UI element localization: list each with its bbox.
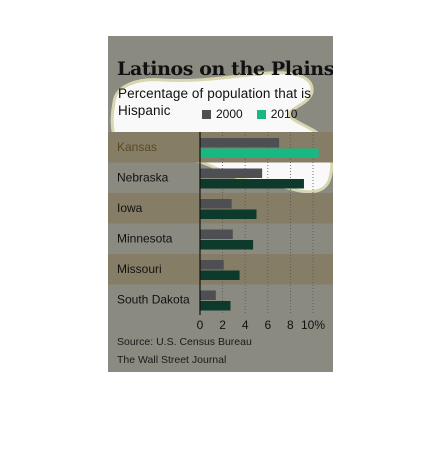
chart-subtitle: Percentage of population that is Hispani… (118, 86, 312, 118)
bar-2010 (200, 301, 231, 311)
bar-2010 (200, 270, 240, 280)
publisher-text: The Wall Street Journal (117, 354, 227, 366)
category-label: South Dakota (117, 293, 190, 307)
bar-2010 (200, 148, 319, 158)
bar-chart: Kansas Nebraska Iowa Minnesota Missouri South… (108, 132, 333, 332)
category-label: Minnesota (117, 232, 173, 246)
category-label: Kansas (117, 140, 157, 154)
x-tick-label: 2 (219, 318, 226, 332)
chart-card: Latinos on the Plains Percentage of popu… (108, 36, 333, 372)
legend-item-2000: 2000 (202, 107, 243, 121)
bar-2000 (200, 199, 232, 209)
bar-2010 (200, 209, 257, 219)
bar-2000 (200, 260, 224, 270)
category-label: Nebraska (117, 171, 169, 185)
bar-2010 (200, 179, 304, 189)
chart-title: Latinos on the Plains (117, 58, 333, 80)
bar-2000 (200, 168, 263, 178)
x-tick-label: 6 (264, 318, 271, 332)
x-tick-label: 10% (301, 318, 325, 332)
legend-swatch-2000 (202, 109, 211, 119)
bar-2010 (200, 240, 254, 250)
source-block: Source: U.S. Census Bureau The Wall Stre… (117, 333, 252, 369)
legend: 2000 2010 (202, 107, 311, 121)
category-label: Missouri (117, 262, 162, 276)
source-text: Source: U.S. Census Bureau (117, 336, 252, 348)
bar-2000 (200, 229, 233, 239)
legend-item-2010: 2010 (256, 107, 298, 121)
x-tick-label: 4 (242, 318, 249, 332)
legend-swatch-2010 (256, 109, 266, 119)
x-tick-label: 8 (287, 318, 294, 332)
legend-label-2000: 2000 (216, 107, 243, 121)
x-tick-label: 0 (197, 318, 204, 332)
bar-2000 (200, 138, 280, 148)
bar-2000 (200, 290, 216, 300)
legend-label-2010: 2010 (270, 107, 298, 121)
category-label: Iowa (117, 201, 143, 215)
